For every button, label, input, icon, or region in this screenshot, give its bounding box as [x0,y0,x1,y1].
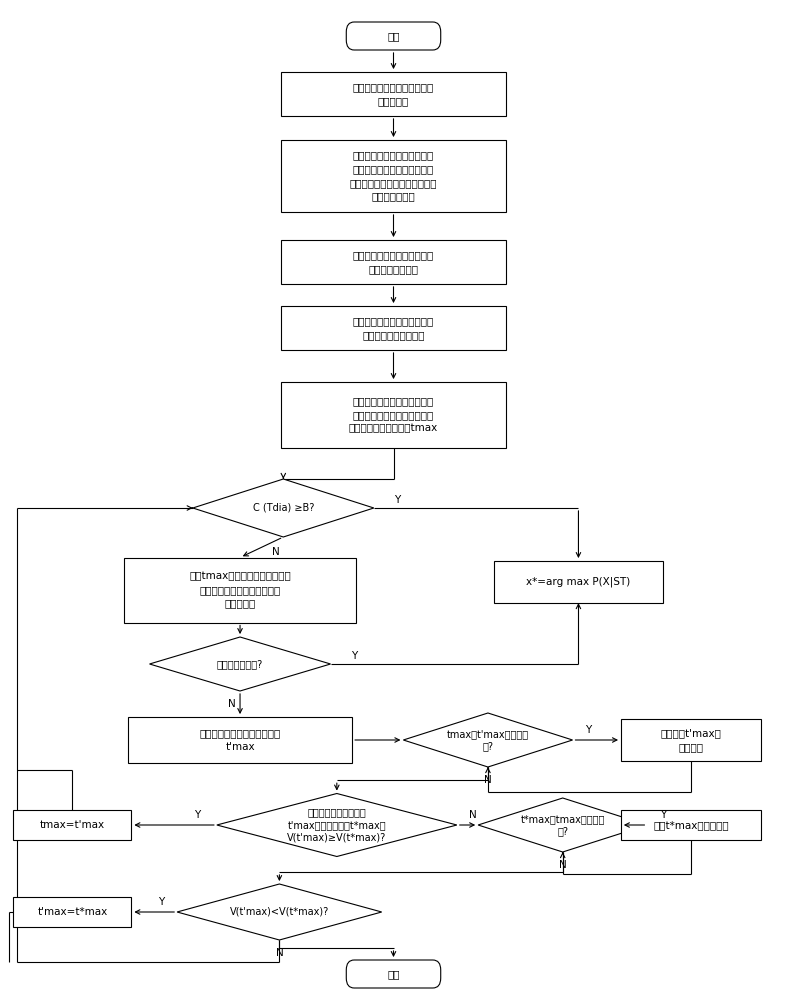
Text: t*max和tmax在同一子
网?: t*max和tmax在同一子 网? [520,814,605,836]
FancyBboxPatch shape [346,22,441,50]
Bar [621,719,761,761]
Bar [13,897,131,927]
Bar [282,382,506,448]
Text: C (Tdia) ≥B?: C (Tdia) ≥B? [253,503,314,513]
Bar [282,240,506,284]
Text: Y: Y [586,725,591,735]
Text: Y: Y [351,651,357,661]
Text: 取候选探测中排在探测
t'max的后一位探测t*max，
V(t'max)≥V(t*max)?: 取候选探测中排在探测 t'max的后一位探测t*max， V(t'max)≥V(… [287,808,386,842]
Text: N: N [228,699,236,709]
Polygon shape [177,884,382,940]
Text: 依据故障检测集的结果将贝叶
斯网络划分为若干子网: 依据故障检测集的结果将贝叶 斯网络划分为若干子网 [353,316,434,340]
Bar [13,810,131,840]
Text: Y: Y [194,810,200,820]
Text: 重新计算t'max的
探测价值: 重新计算t'max的 探测价值 [660,728,722,752]
Text: N: N [469,810,476,820]
Polygon shape [216,794,456,856]
Text: N: N [559,860,567,870]
Polygon shape [150,637,331,691]
Text: 取出当前探测价值最大的探测
t'max: 取出当前探测价值最大的探测 t'max [199,728,281,752]
Text: tmax和t'max在同一子
网?: tmax和t'max在同一子 网? [447,729,529,751]
FancyBboxPatch shape [346,960,441,988]
Text: 发送tmax，获取探测结果，将其
加入故障定位集，并从候选探
测集中删除: 发送tmax，获取探测结果，将其 加入故障定位集，并从候选探 测集中删除 [189,571,291,609]
Text: 选取网络节点部署探针，获得
可用探测集: 选取网络节点部署探针，获得 可用探测集 [353,82,434,106]
Text: x*=arg max P(X|ST): x*=arg max P(X|ST) [527,577,630,587]
Text: N: N [484,775,492,785]
Polygon shape [193,479,374,537]
Text: N: N [272,547,279,557]
Bar [621,810,761,840]
Bar [127,717,353,763]
Polygon shape [403,713,573,767]
Polygon shape [478,798,647,852]
Text: 建立候选探测集与电力信息网
节点的贝叶斯网络: 建立候选探测集与电力信息网 节点的贝叶斯网络 [353,250,434,274]
Text: 计算候选探测集中探测的探测
价值并从大到小排序，选出当
前探测价值最大的探测tmax: 计算候选探测集中探测的探测 价值并从大到小排序，选出当 前探测价值最大的探测tm… [349,396,438,434]
Bar [124,558,356,622]
Bar [282,140,506,212]
Text: Y: Y [394,495,401,505]
Text: N: N [275,948,283,958]
Bar [494,561,663,603]
Text: Y: Y [158,897,164,907]
Text: V(t'max)<V(t*max)?: V(t'max)<V(t*max)? [230,907,329,917]
Text: 开始: 开始 [387,31,400,41]
Text: 候选探测集为空?: 候选探测集为空? [217,659,263,669]
Bar [282,72,506,116]
Text: 从可用探测集中选择能覆盖网
络所有节点的探测，构成故障
检测集，同时得到候选探测集，
定位故障集为空: 从可用探测集中选择能覆盖网 络所有节点的探测，构成故障 检测集，同时得到候选探测… [349,151,438,201]
Bar [282,306,506,350]
Text: 结束: 结束 [387,969,400,979]
Text: 更新t*max的探测价值: 更新t*max的探测价值 [653,820,729,830]
Text: tmax=t'max: tmax=t'max [40,820,105,830]
Text: Y: Y [660,810,666,820]
Text: t'max=t*max: t'max=t*max [37,907,108,917]
